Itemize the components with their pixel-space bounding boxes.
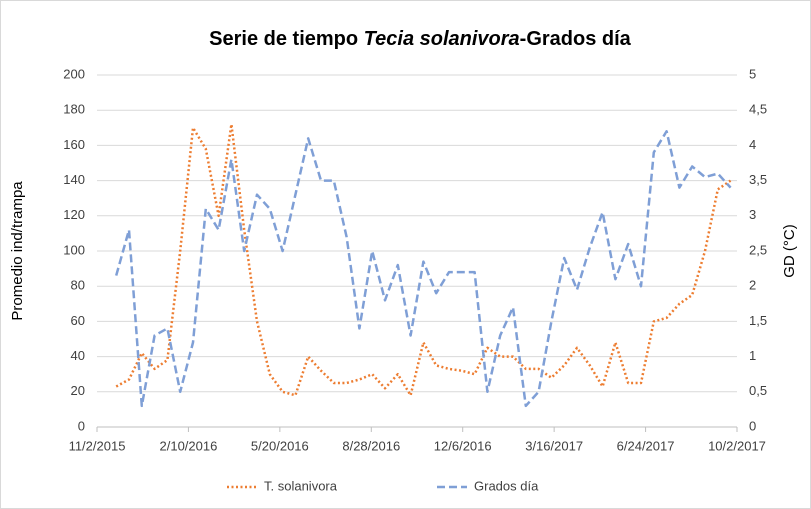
y-tick-label: 180 xyxy=(63,102,85,117)
series-line xyxy=(115,123,732,397)
y-tick-label: 60 xyxy=(71,313,85,328)
y-tick-label: 120 xyxy=(63,207,85,222)
x-tick-label: 8/28/2016 xyxy=(342,438,400,453)
y2-tick-label: 0,5 xyxy=(749,383,767,398)
y2-tick-label: 4 xyxy=(749,137,756,152)
y2-tick-label: 4,5 xyxy=(749,102,767,117)
x-tick-label: 10/2/2017 xyxy=(708,438,766,453)
legend-label: Grados día xyxy=(474,478,539,493)
y2-tick-label: 1 xyxy=(749,348,756,363)
legend-label: T. solanivora xyxy=(264,478,338,493)
series-line xyxy=(114,130,732,408)
y-tick-label: 40 xyxy=(71,348,85,363)
y2-axis-label: GD (°C) xyxy=(781,224,798,278)
y-tick-label: 20 xyxy=(71,383,85,398)
chart-title: Serie de tiempo Tecia solanivora-Grados … xyxy=(209,28,632,50)
title-part: -Grados día xyxy=(520,28,632,50)
y-axis-label: Promedio ind/trampa xyxy=(9,181,26,321)
y2-tick-label: 2 xyxy=(749,278,756,293)
x-tick-label: 6/24/2017 xyxy=(617,438,675,453)
y2-tick-label: 5 xyxy=(749,66,756,81)
y-tick-label: 140 xyxy=(63,172,85,187)
x-tick-label: 5/20/2016 xyxy=(251,438,309,453)
title-part: Serie de tiempo xyxy=(209,28,364,50)
x-tick-label: 3/16/2017 xyxy=(525,438,583,453)
x-tick-label: 11/2/2015 xyxy=(69,438,126,453)
y-tick-label: 100 xyxy=(63,242,85,257)
y-tick-label: 80 xyxy=(71,278,85,293)
y2-tick-label: 3,5 xyxy=(749,172,767,187)
y2-tick-label: 1,5 xyxy=(749,313,767,328)
y-tick-label: 200 xyxy=(63,66,85,81)
y-tick-label: 160 xyxy=(63,137,85,152)
y2-tick-label: 2,5 xyxy=(749,242,767,257)
y2-tick-label: 3 xyxy=(749,207,756,222)
y-tick-label: 0 xyxy=(78,418,85,433)
y2-tick-label: 0 xyxy=(749,418,756,433)
title-part: Tecia solanivora xyxy=(364,28,520,50)
x-tick-label: 12/6/2016 xyxy=(434,438,492,453)
x-tick-label: 2/10/2016 xyxy=(160,438,218,453)
